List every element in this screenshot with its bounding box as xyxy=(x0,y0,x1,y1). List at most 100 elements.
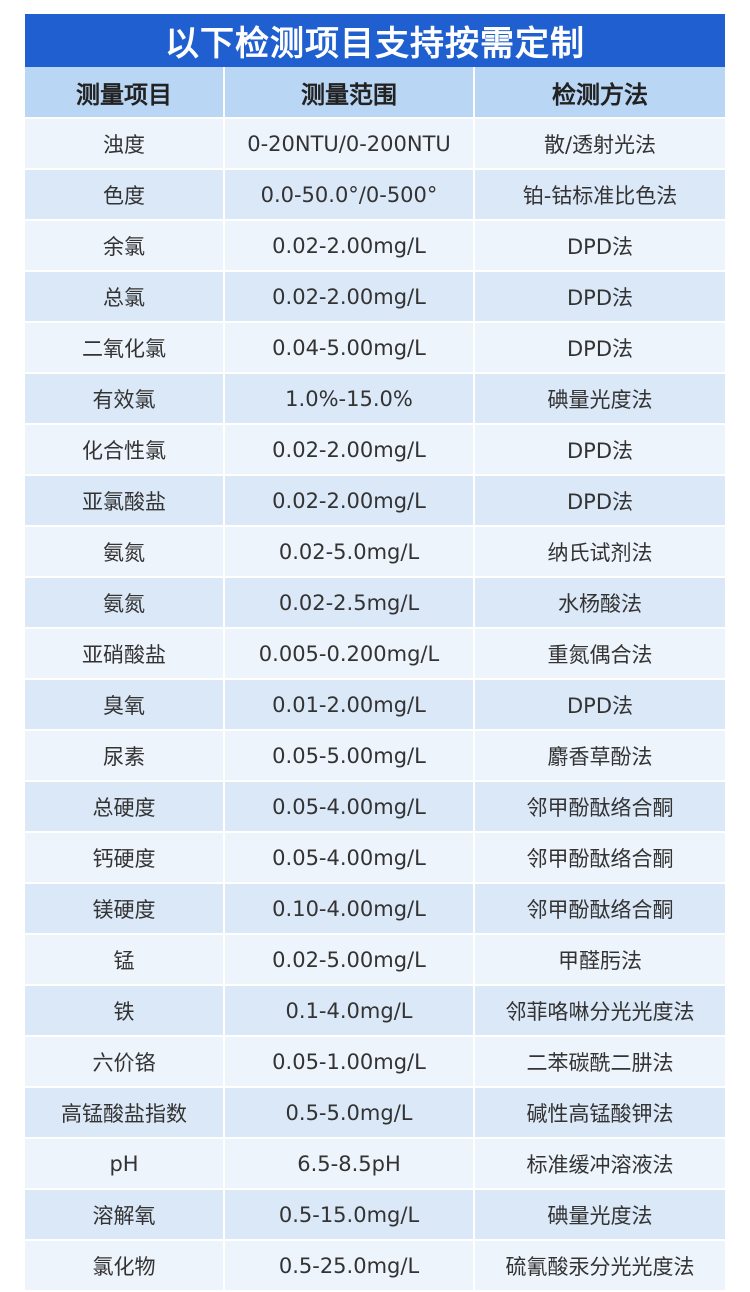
cell-item: 铁 xyxy=(25,986,225,1037)
table-row: 尿素 0.05-5.00mg/L 麝香草酚法 xyxy=(25,731,725,782)
cell-method: DPD法 xyxy=(475,272,725,323)
table-row: 亚氯酸盐 0.02-2.00mg/L DPD法 xyxy=(25,476,725,527)
cell-item: 尿素 xyxy=(25,731,225,782)
cell-item: 有效氯 xyxy=(25,374,225,425)
cell-range: 0.02-2.00mg/L xyxy=(225,221,475,272)
table-row: 六价铬 0.05-1.00mg/L 二苯碳酰二肼法 xyxy=(25,1037,725,1088)
cell-range: 1.0%-15.0% xyxy=(225,374,475,425)
cell-range: 0.02-2.00mg/L xyxy=(225,476,475,527)
table-body: 浊度 0-20NTU/0-200NTU 散/透射光法 色度 0.0-50.0°/0-50… xyxy=(25,119,725,1292)
cell-range: 0.005-0.200mg/L xyxy=(225,629,475,680)
cell-method: 邻菲咯啉分光光度法 xyxy=(475,986,725,1037)
cell-method: 碘量光度法 xyxy=(475,374,725,425)
cell-method: 麝香草酚法 xyxy=(475,731,725,782)
cell-range: 0.10-4.00mg/L xyxy=(225,884,475,935)
cell-range: 0.05-1.00mg/L xyxy=(225,1037,475,1088)
cell-method: 散/透射光法 xyxy=(475,119,725,170)
table-row: 总氯 0.02-2.00mg/L DPD法 xyxy=(25,272,725,323)
cell-method: 甲醛肟法 xyxy=(475,935,725,986)
table-row: 臭氧 0.01-2.00mg/L DPD法 xyxy=(25,680,725,731)
cell-method: 重氮偶合法 xyxy=(475,629,725,680)
table-row: 氨氮 0.02-2.5mg/L 水杨酸法 xyxy=(25,578,725,629)
table-row: 化合性氯 0.02-2.00mg/L DPD法 xyxy=(25,425,725,476)
cell-item: 亚硝酸盐 xyxy=(25,629,225,680)
cell-method: 硫氰酸汞分光光度法 xyxy=(475,1241,725,1292)
table-row: 有效氯 1.0%-15.0% 碘量光度法 xyxy=(25,374,725,425)
cell-method: DPD法 xyxy=(475,476,725,527)
cell-method: 水杨酸法 xyxy=(475,578,725,629)
cell-method: 碘量光度法 xyxy=(475,1190,725,1241)
cell-method: 纳氏试剂法 xyxy=(475,527,725,578)
table-row: 钙硬度 0.05-4.00mg/L 邻甲酚酞络合酮 xyxy=(25,833,725,884)
table-row: 高锰酸盐指数 0.5-5.0mg/L 碱性高锰酸钾法 xyxy=(25,1088,725,1139)
cell-range: 0.0-50.0°/0-500° xyxy=(225,170,475,221)
header-item: 测量项目 xyxy=(25,67,225,119)
cell-item: 六价铬 xyxy=(25,1037,225,1088)
table-row: 总硬度 0.05-4.00mg/L 邻甲酚酞络合酮 xyxy=(25,782,725,833)
cell-method: 邻甲酚酞络合酮 xyxy=(475,782,725,833)
cell-item: 溶解氧 xyxy=(25,1190,225,1241)
cell-range: 0.02-5.00mg/L xyxy=(225,935,475,986)
cell-method: 铂-钴标准比色法 xyxy=(475,170,725,221)
table-row: 铁 0.1-4.0mg/L 邻菲咯啉分光光度法 xyxy=(25,986,725,1037)
table-row: pH 6.5-8.5pH 标准缓冲溶液法 xyxy=(25,1139,725,1190)
cell-range: 0.04-5.00mg/L xyxy=(225,323,475,374)
cell-item: 钙硬度 xyxy=(25,833,225,884)
table-row: 二氧化氯 0.04-5.00mg/L DPD法 xyxy=(25,323,725,374)
cell-method: 邻甲酚酞络合酮 xyxy=(475,884,725,935)
table-row: 浊度 0-20NTU/0-200NTU 散/透射光法 xyxy=(25,119,725,170)
table-row: 溶解氧 0.5-15.0mg/L 碘量光度法 xyxy=(25,1190,725,1241)
measurement-table: 测量项目 测量范围 检测方法 浊度 0-20NTU/0-200NTU 散/透射光法色… xyxy=(25,67,725,1292)
table-header-row: 测量项目 测量范围 检测方法 xyxy=(25,67,725,119)
cell-range: 0.5-15.0mg/L xyxy=(225,1190,475,1241)
cell-range: 0.05-5.00mg/L xyxy=(225,731,475,782)
cell-item: pH xyxy=(25,1139,225,1190)
page-title: 以下检测项目支持按需定制 xyxy=(25,14,725,67)
header-method: 检测方法 xyxy=(475,67,725,119)
cell-range: 6.5-8.5pH xyxy=(225,1139,475,1190)
cell-range: 0.05-4.00mg/L xyxy=(225,782,475,833)
table-row: 镁硬度 0.10-4.00mg/L 邻甲酚酞络合酮 xyxy=(25,884,725,935)
table-row: 亚硝酸盐 0.005-0.200mg/L 重氮偶合法 xyxy=(25,629,725,680)
cell-item: 锰 xyxy=(25,935,225,986)
cell-item: 总氯 xyxy=(25,272,225,323)
cell-item: 氨氮 xyxy=(25,578,225,629)
cell-range: 0.05-4.00mg/L xyxy=(225,833,475,884)
cell-item: 臭氧 xyxy=(25,680,225,731)
table-row: 氨氮 0.02-5.0mg/L 纳氏试剂法 xyxy=(25,527,725,578)
cell-item: 色度 xyxy=(25,170,225,221)
cell-range: 0.02-2.5mg/L xyxy=(225,578,475,629)
cell-range: 0.02-2.00mg/L xyxy=(225,272,475,323)
table-row: 氯化物 0.5-25.0mg/L 硫氰酸汞分光光度法 xyxy=(25,1241,725,1292)
cell-item: 余氯 xyxy=(25,221,225,272)
header-range: 测量范围 xyxy=(225,67,475,119)
cell-item: 化合性氯 xyxy=(25,425,225,476)
cell-range: 0.5-5.0mg/L xyxy=(225,1088,475,1139)
cell-range: 0.02-2.00mg/L xyxy=(225,425,475,476)
cell-method: 二苯碳酰二肼法 xyxy=(475,1037,725,1088)
cell-method: DPD法 xyxy=(475,425,725,476)
table-row: 锰 0.02-5.00mg/L 甲醛肟法 xyxy=(25,935,725,986)
cell-item: 高锰酸盐指数 xyxy=(25,1088,225,1139)
table-row: 色度 0.0-50.0°/0-500° 铂-钴标准比色法 xyxy=(25,170,725,221)
table-row: 余氯 0.02-2.00mg/L DPD法 xyxy=(25,221,725,272)
cell-method: DPD法 xyxy=(475,680,725,731)
cell-item: 浊度 xyxy=(25,119,225,170)
cell-item: 二氧化氯 xyxy=(25,323,225,374)
cell-method: DPD法 xyxy=(475,323,725,374)
cell-range: 0-20NTU/0-200NTU xyxy=(225,119,475,170)
cell-method: 标准缓冲溶液法 xyxy=(475,1139,725,1190)
cell-item: 氯化物 xyxy=(25,1241,225,1292)
cell-item: 镁硬度 xyxy=(25,884,225,935)
spec-sheet: 以下检测项目支持按需定制 测量项目 测量范围 检测方法 浊度 0-20NTU/0-… xyxy=(25,14,725,1292)
cell-method: 碱性高锰酸钾法 xyxy=(475,1088,725,1139)
cell-range: 0.01-2.00mg/L xyxy=(225,680,475,731)
cell-range: 0.1-4.0mg/L xyxy=(225,986,475,1037)
cell-item: 氨氮 xyxy=(25,527,225,578)
cell-item: 亚氯酸盐 xyxy=(25,476,225,527)
cell-method: 邻甲酚酞络合酮 xyxy=(475,833,725,884)
cell-item: 总硬度 xyxy=(25,782,225,833)
cell-range: 0.02-5.0mg/L xyxy=(225,527,475,578)
cell-range: 0.5-25.0mg/L xyxy=(225,1241,475,1292)
cell-method: DPD法 xyxy=(475,221,725,272)
